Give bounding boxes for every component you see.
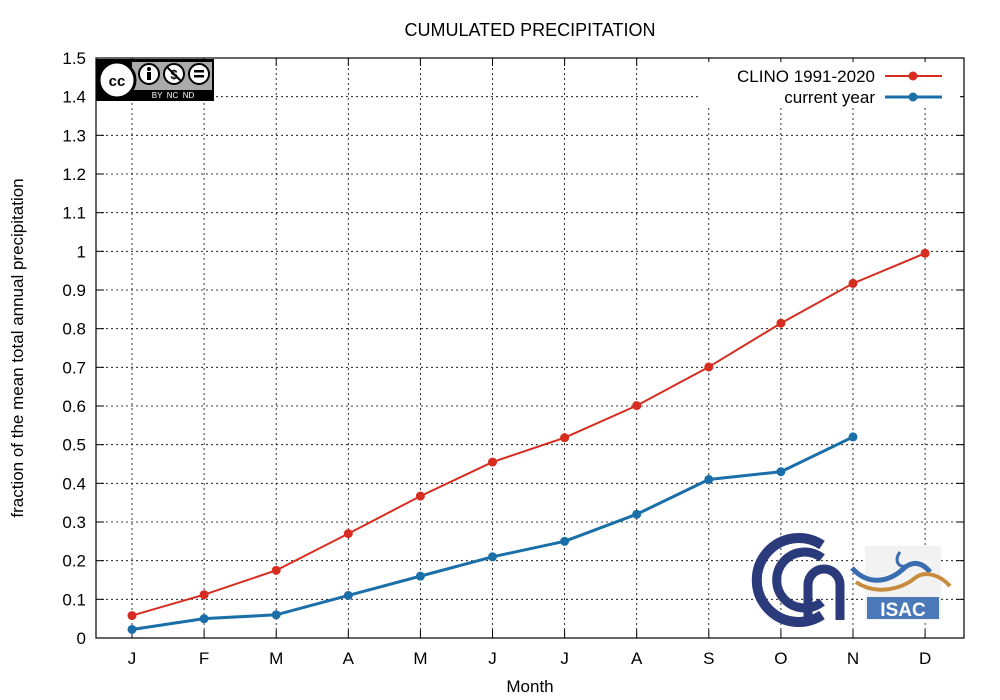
x-tick-label: S — [703, 649, 714, 668]
data-point-current-year — [560, 536, 570, 546]
legend-swatch-marker — [908, 92, 918, 102]
y-tick-label: 1.1 — [62, 204, 86, 223]
legend-label: current year — [784, 88, 875, 107]
plot-frame — [95, 57, 965, 639]
x-tick-label: F — [199, 649, 209, 668]
y-tick-label: 0.7 — [62, 358, 86, 377]
y-tick-label: 0.5 — [62, 436, 86, 455]
y-axis-label: fraction of the mean total annual precip… — [8, 178, 27, 517]
x-tick-label: M — [269, 649, 283, 668]
data-point-clino — [271, 565, 281, 575]
data-point-clino — [199, 590, 209, 600]
y-tick-label: 0.8 — [62, 320, 86, 339]
data-point-current-year — [704, 474, 714, 484]
cc-icon — [97, 60, 137, 100]
cc-badge-text: BY NC ND — [152, 91, 195, 100]
cnr-logo — [751, 533, 845, 627]
cc-license-badge: cc $ BY NC ND — [96, 59, 214, 101]
data-point-clino — [488, 457, 497, 467]
y-tick-label: 1 — [77, 242, 86, 261]
chart-title: CUMULATED PRECIPITATION — [404, 20, 655, 40]
data-point-current-year — [632, 509, 642, 519]
y-tick-label: 0.4 — [62, 474, 86, 493]
series-layer — [127, 248, 930, 634]
x-axis-label: Month — [506, 677, 553, 696]
data-point-clino — [704, 362, 714, 372]
data-point-clino — [127, 611, 137, 621]
data-point-current-year — [271, 610, 281, 620]
legend-background — [700, 62, 960, 108]
data-point-clino — [632, 401, 642, 411]
data-point-clino — [920, 248, 930, 258]
y-tick-label: 0 — [77, 629, 86, 648]
y-tick-label: 0.6 — [62, 397, 86, 416]
x-tick-label: D — [919, 649, 931, 668]
x-tick-label: M — [413, 649, 427, 668]
x-tick-label: J — [560, 649, 569, 668]
isac-logo-text: ISAC — [880, 600, 926, 621]
x-tick-label: A — [631, 649, 643, 668]
data-point-clino — [848, 278, 858, 288]
data-point-current-year — [199, 614, 209, 624]
gridlines — [96, 58, 964, 638]
data-point-current-year — [343, 590, 353, 600]
data-point-current-year — [848, 432, 858, 442]
data-point-clino — [415, 491, 425, 501]
y-tick-label: 1.5 — [62, 49, 86, 68]
y-tick-label: 0.3 — [62, 513, 86, 532]
y-axis-ticks: 0 0.1 0.2 0.3 0.4 0.5 0.6 0.7 0.8 0.9 1 1.1 1.2 1.3 1.… — [62, 49, 964, 648]
svg-text:cc: cc — [109, 73, 126, 90]
data-point-current-year — [776, 467, 786, 477]
y-tick-label: 0.1 — [62, 590, 86, 609]
data-point-clino — [560, 433, 570, 443]
y-tick-label: 1.2 — [62, 165, 86, 184]
data-point-clino — [343, 529, 353, 539]
x-tick-label: O — [774, 649, 787, 668]
data-point-current-year — [127, 624, 137, 634]
data-point-current-year — [415, 571, 425, 581]
isac-logo: ISAC — [850, 546, 952, 621]
x-tick-label: J — [128, 649, 137, 668]
legend-swatch-marker — [908, 71, 918, 81]
y-tick-label: 1.4 — [62, 88, 86, 107]
series-line-clino — [131, 252, 926, 617]
y-tick-label: 1.3 — [62, 126, 86, 145]
x-tick-label: A — [343, 649, 355, 668]
data-point-current-year — [488, 552, 497, 562]
x-tick-label: J — [488, 649, 497, 668]
data-point-clino — [776, 318, 786, 328]
nd-icon — [188, 63, 210, 85]
legend-label: CLINO 1991-2020 — [737, 67, 875, 86]
y-tick-label: 0.2 — [62, 552, 86, 571]
x-tick-label: N — [847, 649, 859, 668]
y-tick-label: 0.9 — [62, 281, 86, 300]
legend: CLINO 1991-2020 current year — [700, 62, 960, 108]
